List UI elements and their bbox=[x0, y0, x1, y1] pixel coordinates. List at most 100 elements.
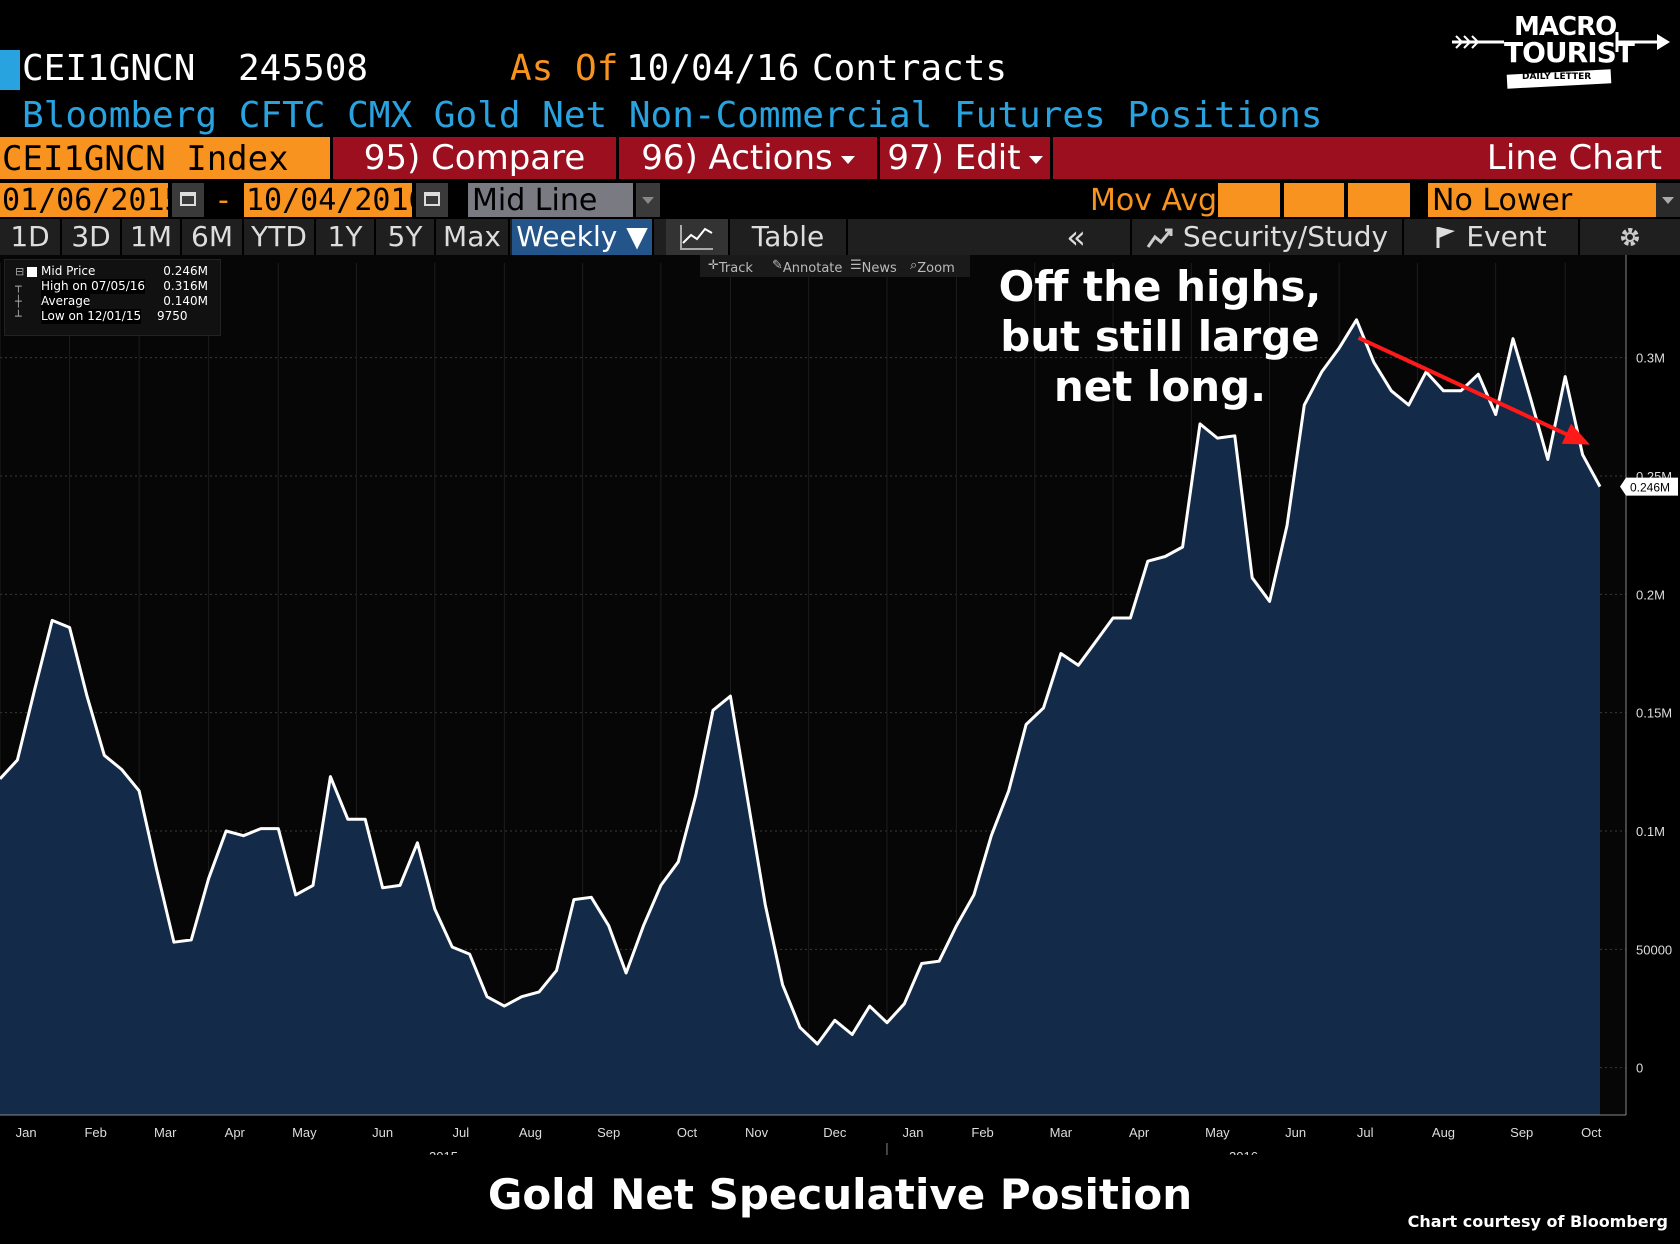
legend-label: Average bbox=[41, 294, 91, 309]
y-tick-label: 0.15M bbox=[1636, 706, 1672, 721]
compare-button[interactable]: 95) Compare bbox=[333, 137, 616, 179]
line-mode-select[interactable]: Mid Line bbox=[468, 183, 633, 218]
zoom-tool[interactable]: ⌕ Zoom bbox=[910, 258, 955, 276]
actions-button[interactable]: 96) Actions bbox=[619, 137, 877, 179]
chevron-down-icon bbox=[1028, 155, 1043, 164]
table-button[interactable]: Table bbox=[730, 219, 848, 255]
ticker-symbol: CEI1GNCN bbox=[22, 48, 196, 89]
legend-row: ┴ Low on 12/01/15 9750 bbox=[9, 309, 214, 324]
x-tick-label: Apr bbox=[225, 1125, 246, 1140]
chevron-down-icon[interactable] bbox=[1656, 183, 1680, 217]
actions-label: 96) Actions bbox=[641, 138, 833, 178]
legend-swatch bbox=[27, 267, 37, 277]
lower-chart-select[interactable]: No Lower Chart bbox=[1428, 183, 1656, 254]
x-tick-label: May bbox=[292, 1125, 317, 1140]
start-date-field[interactable]: 01/06/2015 bbox=[0, 183, 183, 218]
chevron-down-icon bbox=[840, 155, 855, 164]
annotate-tool[interactable]: ✎ Annotate bbox=[772, 258, 843, 276]
chart-view-button[interactable] bbox=[666, 219, 730, 255]
x-tick-label: Dec bbox=[823, 1125, 847, 1140]
legend-row: ┬ High on 07/05/16 0.316M bbox=[9, 279, 214, 294]
end-date-field[interactable]: 10/04/2016 bbox=[244, 183, 427, 218]
legend-label: Low on 12/01/15 bbox=[41, 309, 142, 324]
track-tool[interactable]: ✛ Track bbox=[708, 258, 753, 276]
x-tick-label: Aug bbox=[1432, 1125, 1455, 1140]
high-marker-icon: ┬ bbox=[15, 280, 22, 293]
collapse-icon[interactable]: ⊟ bbox=[15, 265, 25, 278]
divider bbox=[330, 137, 333, 179]
chart-type-label[interactable]: Line Chart bbox=[1486, 138, 1662, 178]
gear-icon bbox=[1621, 228, 1639, 246]
tab-max[interactable]: Max bbox=[436, 219, 510, 255]
x-tick-label: Jun bbox=[1285, 1125, 1306, 1140]
year-label: 2015 bbox=[429, 1149, 458, 1155]
y-tick-label: 0.2M bbox=[1636, 587, 1665, 602]
average-marker-icon: ┼ bbox=[15, 295, 22, 308]
x-tick-label: Oct bbox=[677, 1125, 698, 1140]
y-tick-label: 0.3M bbox=[1636, 351, 1665, 366]
annotate-label: Annotate bbox=[782, 261, 843, 276]
chart-legend: ⊟ Mid Price 0.246M ┬ High on 07/05/16 0.… bbox=[4, 259, 221, 336]
tab-5y[interactable]: 5Y bbox=[376, 219, 436, 255]
zoom-label: Zoom bbox=[917, 261, 955, 276]
last-value-tag bbox=[1620, 477, 1678, 496]
security-study-button[interactable]: Security/Study bbox=[1132, 219, 1404, 255]
y-tick-label: 50000 bbox=[1636, 942, 1672, 957]
x-tick-label: Jul bbox=[1357, 1125, 1374, 1140]
x-tick-label: Feb bbox=[971, 1125, 993, 1140]
low-marker-icon: ┴ bbox=[15, 310, 22, 323]
trend-arrow-head bbox=[1561, 423, 1590, 445]
chart-area[interactable]: 0 50000 0.1M 0.15M 0.2M 0.25M 0.3M Jan Feb Mar Apr… bbox=[0, 255, 1680, 1155]
command-bar: CEI1GNCN Index 95) Compare 96) Actions 9… bbox=[0, 137, 1680, 179]
legend-row: ┼ Average 0.140M bbox=[9, 294, 214, 309]
chevron-down-icon[interactable] bbox=[636, 183, 660, 217]
legend-value: 0.316M bbox=[163, 279, 208, 293]
mov-avg-field-3[interactable] bbox=[1348, 183, 1410, 217]
chart-annotation: Off the highs, but still large net long. bbox=[975, 262, 1345, 412]
x-tick-label: Jan bbox=[903, 1125, 924, 1140]
series-area bbox=[0, 319, 1600, 1115]
tab-ytd[interactable]: YTD bbox=[244, 219, 316, 255]
units-label: Contracts bbox=[812, 48, 1008, 89]
security-description: Bloomberg CFTC CMX Gold Net Non-Commerci… bbox=[22, 95, 1323, 136]
settings-button[interactable] bbox=[1580, 219, 1680, 255]
tab-1m[interactable]: 1M bbox=[122, 219, 182, 255]
calendar-icon[interactable] bbox=[172, 183, 204, 217]
divider bbox=[877, 137, 880, 179]
x-tick-label: Jan bbox=[16, 1125, 37, 1140]
tab-1y[interactable]: 1Y bbox=[316, 219, 376, 255]
edit-button[interactable]: 97) Edit bbox=[880, 137, 1050, 179]
macro-tourist-logo: MACRO TOURIST DAILY LETTER bbox=[1452, 10, 1672, 90]
tab-1d[interactable]: 1D bbox=[0, 219, 62, 255]
tab-6m[interactable]: 6M bbox=[182, 219, 244, 255]
frequency-select[interactable]: Weekly ▼ bbox=[512, 219, 654, 255]
y-tick-label: 0 bbox=[1636, 1061, 1643, 1076]
line-chart-icon bbox=[680, 225, 713, 250]
security-field[interactable]: CEI1GNCN Index bbox=[0, 137, 330, 179]
x-tick-label: Mar bbox=[154, 1125, 177, 1140]
x-tick-label: Nov bbox=[745, 1125, 769, 1140]
last-value-label: 0.246M bbox=[1630, 481, 1670, 495]
as-of-label: As Of bbox=[510, 48, 619, 89]
tab-3d[interactable]: 3D bbox=[62, 219, 122, 255]
legend-value: 0.246M bbox=[163, 264, 208, 278]
x-tick-label: Sep bbox=[1510, 1125, 1533, 1140]
compare-label: 95) Compare bbox=[363, 138, 586, 178]
back-button[interactable]: « bbox=[1022, 219, 1132, 255]
last-value: 245508 bbox=[238, 48, 369, 89]
legend-value: 9750 bbox=[157, 309, 188, 323]
event-button[interactable]: Event bbox=[1404, 219, 1580, 255]
calendar-icon[interactable] bbox=[416, 183, 448, 217]
annotation-line: but still large bbox=[1000, 312, 1320, 361]
x-tick-label: Aug bbox=[519, 1125, 542, 1140]
divider bbox=[616, 137, 619, 179]
as-of-date: 10/04/16 bbox=[626, 48, 800, 89]
mov-avg-field-2[interactable] bbox=[1284, 183, 1344, 217]
news-label: News bbox=[861, 261, 897, 276]
mov-avg-field-1[interactable] bbox=[1218, 183, 1280, 217]
news-tool[interactable]: ☰ News bbox=[850, 258, 897, 276]
legend-row: ⊟ Mid Price 0.246M bbox=[9, 264, 214, 279]
study-icon bbox=[1146, 228, 1173, 248]
divider bbox=[1050, 137, 1053, 179]
